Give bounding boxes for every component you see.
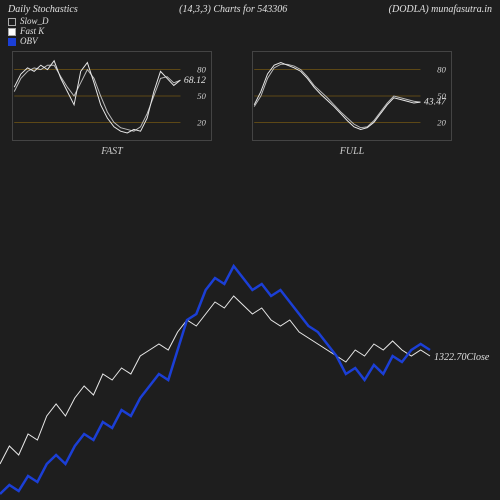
panel-fast: 20 50 8068.12 FAST [12,51,212,157]
svg-text:80: 80 [437,64,446,74]
main-chart: 1322.70Close [0,200,500,500]
legend-slow-d: Slow_D [8,17,492,27]
chart-params: (14,3,3) Charts for 543306 [179,4,287,15]
svg-text:43.47: 43.47 [424,96,447,107]
legend-obv: OBV [8,37,492,47]
svg-text:80: 80 [197,64,206,74]
panel-full-label: FULL [252,144,452,157]
legend: Slow_D Fast K OBV [0,17,500,51]
panel-fast-svg: 20 50 8068.12 [12,51,212,141]
svg-text:1322.70Close: 1322.70Close [434,352,490,363]
svg-text:68.12: 68.12 [184,75,206,86]
panel-full: 20508043.47 FULL [252,51,452,157]
svg-text:20: 20 [197,117,206,127]
svg-text:20: 20 [437,117,446,127]
legend-box-obv [8,38,16,46]
legend-fast-k: Fast K [8,27,492,37]
chart-title: Daily Stochastics [8,4,78,15]
legend-box-slow-d [8,18,16,26]
panel-fast-label: FAST [12,144,212,157]
panel-full-svg: 20508043.47 [252,51,452,141]
legend-box-fast-k [8,28,16,36]
svg-text:50: 50 [197,91,206,101]
chart-symbol: (DODLA) munafasutra.in [389,4,492,15]
legend-label-obv: OBV [20,37,38,47]
